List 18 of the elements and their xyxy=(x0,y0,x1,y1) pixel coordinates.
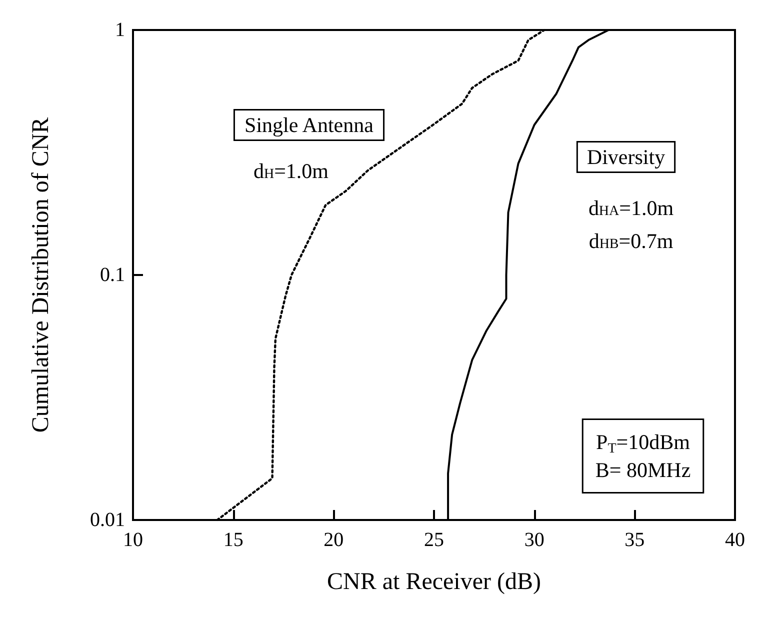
x-tick-label: 35 xyxy=(624,529,645,551)
y-tick-label: 0.01 xyxy=(90,509,125,531)
annotation: dHA=1.0m xyxy=(588,196,674,220)
x-tick-label: 10 xyxy=(123,529,143,551)
x-tick-label: 25 xyxy=(424,529,444,551)
annotation: dHB=0.7m xyxy=(588,229,674,253)
x-tick-label: 30 xyxy=(524,529,544,551)
x-axis-title: CNR at Receiver (dB) xyxy=(327,569,541,595)
x-tick-label: 40 xyxy=(725,529,745,551)
y-tick-label: 1 xyxy=(115,19,125,41)
x-tick-label: 20 xyxy=(324,529,344,551)
y-axis-title: Cumulative Distribution of CNR xyxy=(28,117,54,433)
y-tick-label: 0.1 xyxy=(100,264,125,286)
annotation: B= 80MHz xyxy=(595,458,691,482)
annotation: dH=1.0m xyxy=(253,159,329,183)
x-tick-label: 15 xyxy=(223,529,244,551)
series-label: Single Antenna xyxy=(244,113,374,137)
text: Diversity xyxy=(586,145,666,169)
